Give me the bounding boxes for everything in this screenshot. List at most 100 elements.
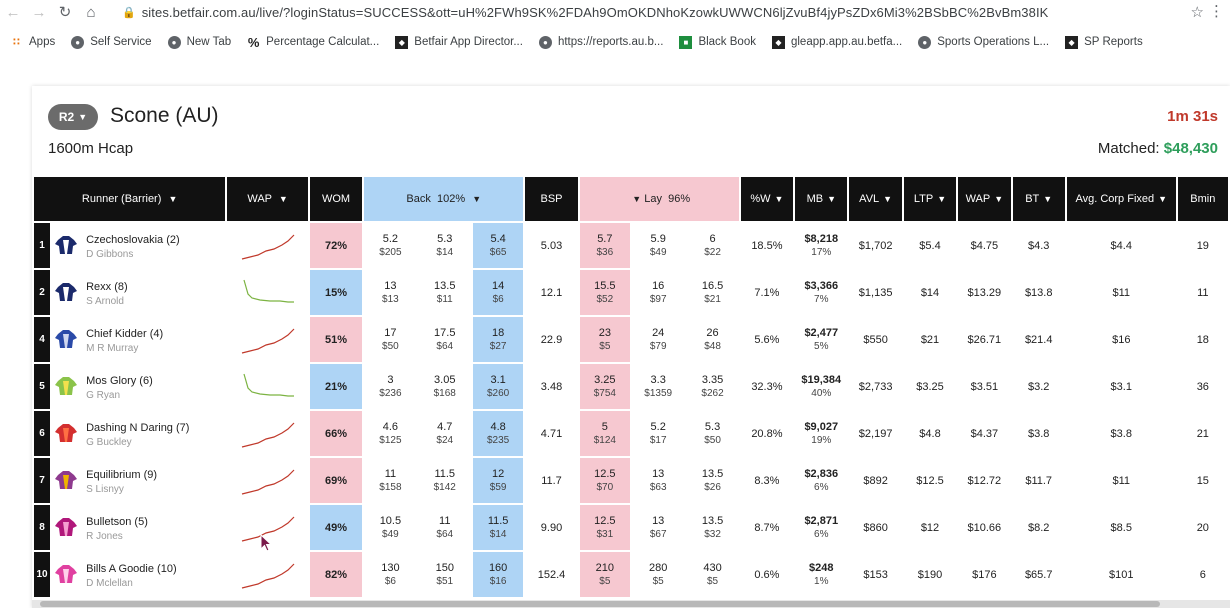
lay-price-2[interactable]: 280 $5 (632, 552, 685, 597)
bookmark-sp-reports[interactable]: ◆ SP Reports (1065, 35, 1143, 49)
back-price-2[interactable]: 11 $64 (418, 505, 471, 550)
more-menu-icon[interactable]: ⋮ (1209, 3, 1224, 20)
header-corp[interactable]: Avg. Corp Fixed ▼ (1066, 177, 1176, 221)
header-mb[interactable]: MB ▼ (795, 177, 848, 221)
lay-price-best[interactable]: 12.5 $70 (579, 458, 631, 503)
bookmark-sports-operations[interactable]: ● Sports Operations L... (918, 35, 1049, 49)
lay-price-best[interactable]: 5 $124 (579, 411, 631, 456)
header-runner[interactable]: Runner (Barrier) ▼ (34, 177, 226, 221)
lay-price-3[interactable]: 13.5 $26 (686, 458, 739, 503)
back-price-best[interactable]: 14 $6 (472, 270, 524, 315)
runner-cell[interactable]: Dashing N Daring (7) G Buckley (52, 411, 226, 456)
wap-sparkline (227, 317, 308, 362)
header-lay[interactable]: ▼ Lay 96% (579, 177, 739, 221)
bookmark-gleapp[interactable]: ◆ gleapp.app.au.betfa... (771, 35, 902, 49)
bookmark-self-service[interactable]: ● Self Service (71, 35, 152, 49)
back-price-2[interactable]: 3.05 $168 (418, 364, 471, 409)
back-price-best[interactable]: 3.1 $260 (472, 364, 524, 409)
back-price-3[interactable]: 11 $158 (364, 458, 417, 503)
back-price-best[interactable]: 11.5 $14 (472, 505, 524, 550)
runner-cell[interactable]: Bills A Goodie (10) D Mclellan (52, 552, 226, 597)
lay-price-best[interactable]: 5.7 $36 (579, 223, 631, 268)
bookmark-reports[interactable]: ● https://reports.au.b... (538, 35, 663, 49)
lay-price-3[interactable]: 16.5 $21 (686, 270, 739, 315)
back-arrow-icon[interactable]: ← (5, 3, 21, 21)
back-price-2[interactable]: 11.5 $142 (418, 458, 471, 503)
header-bsp[interactable]: BSP (525, 177, 578, 221)
runner-cell[interactable]: Chief Kidder (4) M R Murray (52, 317, 226, 362)
header-pw[interactable]: %W ▼ (740, 177, 794, 221)
lay-price-2[interactable]: 13 $63 (632, 458, 685, 503)
lay-price-3[interactable]: 430 $5 (686, 552, 739, 597)
back-price-best[interactable]: 160 $16 (472, 552, 524, 597)
back-price-3[interactable]: 3 $236 (364, 364, 417, 409)
bookmark-apps[interactable]: ∷ Apps (10, 36, 55, 49)
bookmark-black-book[interactable]: ■ Black Book (679, 35, 756, 49)
back-price-3[interactable]: 17 $50 (364, 317, 417, 362)
bookmark-betfair-app-directory[interactable]: ◆ Betfair App Director... (395, 35, 523, 49)
back-price-best[interactable]: 4.8 $235 (472, 411, 524, 456)
lay-price-3[interactable]: 6 $22 (686, 223, 739, 268)
lay-price-2[interactable]: 5.2 $17 (632, 411, 685, 456)
mb-cell: $2,836 6% (795, 458, 848, 503)
lay-price-best[interactable]: 3.25 $754 (579, 364, 631, 409)
back-price-2[interactable]: 150 $51 (418, 552, 471, 597)
lay-price-best[interactable]: 12.5 $31 (579, 505, 631, 550)
table-row[interactable]: 5 Mos Glory (6) G Ryan 21% 3 $236 3.05 $168 3.1 $… (34, 364, 1228, 409)
lay-price-2[interactable]: 16 $97 (632, 270, 685, 315)
back-price-2[interactable]: 5.3 $14 (418, 223, 471, 268)
lay-price-2[interactable]: 13 $67 (632, 505, 685, 550)
header-wap[interactable]: WAP ▼ (227, 177, 308, 221)
back-price-best[interactable]: 18 $27 (472, 317, 524, 362)
back-price-2[interactable]: 4.7 $24 (418, 411, 471, 456)
back-price-3[interactable]: 13 $13 (364, 270, 417, 315)
address-bar[interactable]: sites.betfair.com.au/live/?loginStatus=S… (141, 4, 1049, 20)
home-icon[interactable]: ⌂ (86, 3, 96, 21)
bookmark-new-tab[interactable]: ● New Tab (167, 35, 231, 49)
header-ltp[interactable]: LTP ▼ (903, 177, 957, 221)
table-row[interactable]: 7 Equilibrium (9) S Lisnyy 69% 11 $158 11.5 $14… (34, 458, 1228, 503)
header-back[interactable]: Back 102% ▼ (364, 177, 524, 221)
table-row[interactable]: 4 Chief Kidder (4) M R Murray 51% 17 $50 17.5 $… (34, 317, 1228, 362)
back-price-best[interactable]: 5.4 $65 (472, 223, 524, 268)
back-price-3[interactable]: 4.6 $125 (364, 411, 417, 456)
bookmark-star-icon[interactable]: ☆ (1190, 4, 1204, 21)
runner-cell[interactable]: Mos Glory (6) G Ryan (52, 364, 226, 409)
back-price-best[interactable]: 12 $59 (472, 458, 524, 503)
table-row[interactable]: 6 Dashing N Daring (7) G Buckley 66% 4.6 $125… (34, 411, 1228, 456)
lay-price-best[interactable]: 15.5 $52 (579, 270, 631, 315)
race-selector[interactable]: R2 ▼ (48, 104, 98, 130)
lay-price-best[interactable]: 23 $5 (579, 317, 631, 362)
back-price-3[interactable]: 130 $6 (364, 552, 417, 597)
lay-price-3[interactable]: 13.5 $32 (686, 505, 739, 550)
lay-price-3[interactable]: 26 $48 (686, 317, 739, 362)
table-row[interactable]: 1 Czechoslovakia (2) D Gibbons 72% 5.2 $205 5.… (34, 223, 1228, 268)
back-price-2[interactable]: 13.5 $11 (418, 270, 471, 315)
back-price-3[interactable]: 5.2 $205 (364, 223, 417, 268)
lock-icon[interactable]: 🔒 (122, 6, 136, 19)
header-wom[interactable]: WOM (309, 177, 363, 221)
header-avl[interactable]: AVL ▼ (849, 177, 902, 221)
lay-price-3[interactable]: 5.3 $50 (686, 411, 739, 456)
bookmark-percentage-calculator[interactable]: % Percentage Calculat... (247, 34, 380, 50)
lay-price-2[interactable]: 5.9 $49 (632, 223, 685, 268)
back-price-3[interactable]: 10.5 $49 (364, 505, 417, 550)
runner-cell[interactable]: Rexx (8) S Arnold (52, 270, 226, 315)
lay-price-best[interactable]: 210 $5 (579, 552, 631, 597)
runner-cell[interactable]: Czechoslovakia (2) D Gibbons (52, 223, 226, 268)
lay-price-2[interactable]: 24 $79 (632, 317, 685, 362)
header-bt[interactable]: BT ▼ (1012, 177, 1065, 221)
header-bmin[interactable]: Bmin (1177, 177, 1228, 221)
runner-cell[interactable]: Equilibrium (9) S Lisnyy (52, 458, 226, 503)
table-row[interactable]: 2 Rexx (8) S Arnold 15% 13 $13 13.5 $11 14 $6 12.1… (34, 270, 1228, 315)
reload-icon[interactable]: ↻ (58, 4, 72, 21)
lay-price-3[interactable]: 3.35 $262 (686, 364, 739, 409)
forward-arrow-icon[interactable]: → (31, 3, 47, 21)
back-price-2[interactable]: 17.5 $64 (418, 317, 471, 362)
scrollbar-thumb[interactable] (40, 601, 1160, 607)
table-row[interactable]: 8 Bulletson (5) R Jones 49% 10.5 $49 11 $64 11.5… (34, 505, 1228, 550)
table-row[interactable]: 10 Bills A Goodie (10) D Mclellan 82% 130 $6 1… (34, 552, 1228, 597)
header-wap2[interactable]: WAP ▼ (958, 177, 1011, 221)
runner-cell[interactable]: Bulletson (5) R Jones (52, 505, 226, 550)
lay-price-2[interactable]: 3.3 $1359 (632, 364, 685, 409)
